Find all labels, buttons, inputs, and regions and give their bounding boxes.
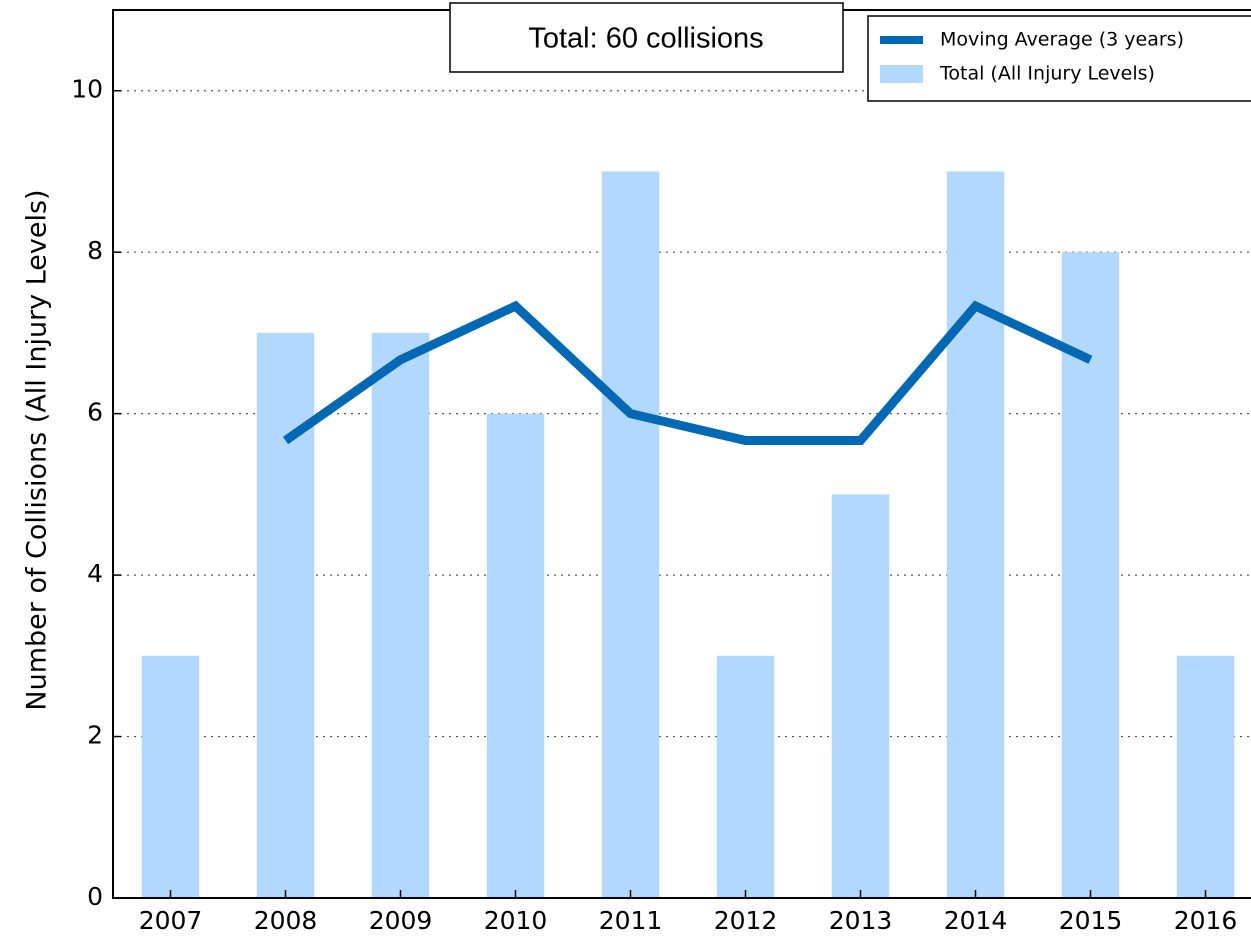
legend-label: Total (All Injury Levels) [939, 63, 1155, 85]
bar [256, 332, 315, 899]
bar [1061, 252, 1120, 898]
x-tick-label: 2013 [829, 906, 893, 935]
bar [141, 655, 200, 898]
y-tick-label: 8 [87, 236, 103, 265]
bar [486, 413, 545, 898]
legend-box [867, 15, 1251, 102]
legend-label: Moving Average (3 years) [940, 29, 1184, 51]
bar [371, 332, 430, 899]
bar [946, 171, 1005, 899]
x-tick-label: 2016 [1174, 906, 1238, 935]
bar [1176, 655, 1235, 898]
x-tick-label: 2011 [599, 906, 663, 935]
x-tick-label: 2015 [1059, 906, 1123, 935]
y-axis-label: Number of Collisions (All Injury Levels) [22, 189, 53, 710]
annotation: Total: 60 collisions [528, 23, 763, 55]
y-tick-label: 10 [71, 75, 103, 104]
bar [716, 655, 775, 898]
y-tick-label: 2 [87, 721, 103, 750]
line [282, 300, 1093, 446]
x-tick-label: 2010 [484, 906, 548, 935]
legend-swatch [880, 65, 923, 83]
y-tick-label: 6 [87, 398, 103, 427]
x-tick-label: 2012 [714, 906, 778, 935]
bar [601, 171, 660, 899]
bar [831, 494, 890, 898]
x-tick-label: 2014 [944, 906, 1008, 935]
x-tick-label: 2008 [254, 906, 318, 935]
x-tick-label: 2009 [369, 906, 433, 935]
y-tick-label: 4 [87, 559, 103, 588]
y-tick-label: 0 [87, 882, 103, 911]
x-tick-label: 2007 [139, 906, 203, 935]
annotation-box [449, 2, 844, 73]
